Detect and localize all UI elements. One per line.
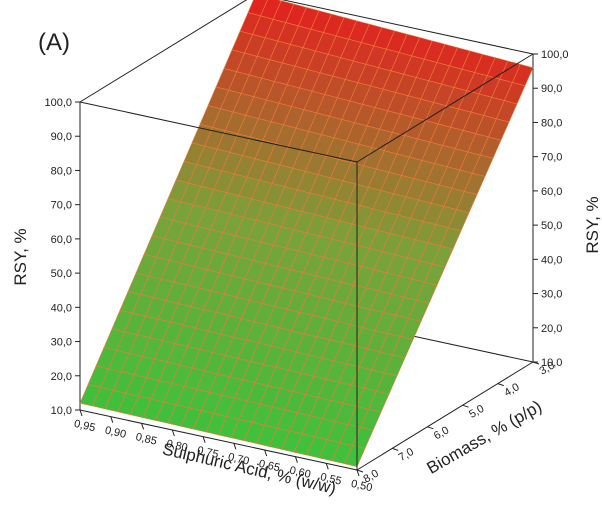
- box-edge: [79, 0, 248, 103]
- y-tick-label: 6,0: [432, 424, 451, 442]
- z-tick-label-left: 100,0: [44, 97, 72, 109]
- z-tick-label-left: 30,0: [51, 337, 72, 349]
- box-edge: [79, 409, 358, 471]
- x-tick: [141, 423, 145, 430]
- z-tick-label-right: 30,0: [541, 289, 562, 301]
- x-tick-label: 0,80: [165, 438, 189, 455]
- z-tick-label-left: 80,0: [51, 165, 72, 177]
- x-tick-label: 0,65: [258, 458, 282, 475]
- x-tick: [202, 436, 206, 443]
- box-edge: [281, 0, 534, 55]
- z-tick-label-left: 90,0: [51, 131, 72, 143]
- box-edge: [356, 361, 534, 471]
- z-tick-label-right: 80,0: [541, 117, 562, 129]
- y-tick: [462, 404, 469, 408]
- x-tick: [233, 443, 237, 450]
- z-tick-label-right: 70,0: [541, 152, 562, 164]
- y-tick: [392, 447, 399, 451]
- x-tick: [110, 416, 114, 423]
- z-axis-title-left: RSY, %: [11, 228, 30, 285]
- x-tick-label: 0,75: [196, 444, 220, 461]
- z-tick-label-left: 10,0: [51, 405, 72, 417]
- z-tick-label-left: 50,0: [51, 268, 72, 280]
- response-surface: [79, 0, 534, 467]
- x-tick: [79, 409, 83, 417]
- z-tick-label-left: 70,0: [51, 200, 72, 212]
- x-tick-label: 0,60: [288, 464, 312, 481]
- x-tick: [171, 429, 175, 437]
- x-tick-label: 0,55: [319, 471, 343, 488]
- z-tick-label-right: 90,0: [541, 83, 562, 95]
- z-tick-label-right: 20,0: [541, 323, 562, 335]
- surface-cell: [343, 445, 366, 467]
- z-tick-label-right: 50,0: [541, 220, 562, 232]
- z-tick-label-left: 20,0: [51, 371, 72, 383]
- box-edge: [356, 53, 534, 163]
- x-tick: [325, 463, 329, 470]
- x-tick-label: 0,70: [227, 451, 251, 468]
- y-tick: [427, 426, 434, 430]
- z-tick-label-right: 10,0: [541, 357, 562, 369]
- z-tick-label-right: 100,0: [541, 49, 569, 61]
- x-tick-label: 0,50: [350, 478, 374, 495]
- box-edge: [79, 101, 358, 163]
- y-tick-label: 4,0: [502, 381, 521, 399]
- y-tick: [497, 383, 504, 387]
- x-tick-label: 0,95: [73, 418, 97, 435]
- z-tick-label-right: 40,0: [541, 254, 562, 266]
- x-tick-label: 0,85: [134, 431, 158, 448]
- chart-box-front: [79, 53, 534, 471]
- x-tick: [356, 469, 360, 477]
- panel-label: (A): [38, 29, 70, 56]
- z-tick-label-right: 60,0: [541, 186, 562, 198]
- y-tick: [532, 361, 540, 365]
- y-tick-label: 5,0: [467, 403, 486, 421]
- x-tick: [264, 449, 268, 457]
- x-tick: [294, 456, 298, 463]
- z-axis-title-right: RSY, %: [583, 196, 602, 253]
- z-tick-label-left: 40,0: [51, 302, 72, 314]
- y-tick-label: 7,0: [397, 446, 416, 464]
- z-tick-label-left: 60,0: [51, 234, 72, 246]
- x-tick-label: 0,90: [104, 424, 128, 441]
- y-tick: [356, 469, 364, 473]
